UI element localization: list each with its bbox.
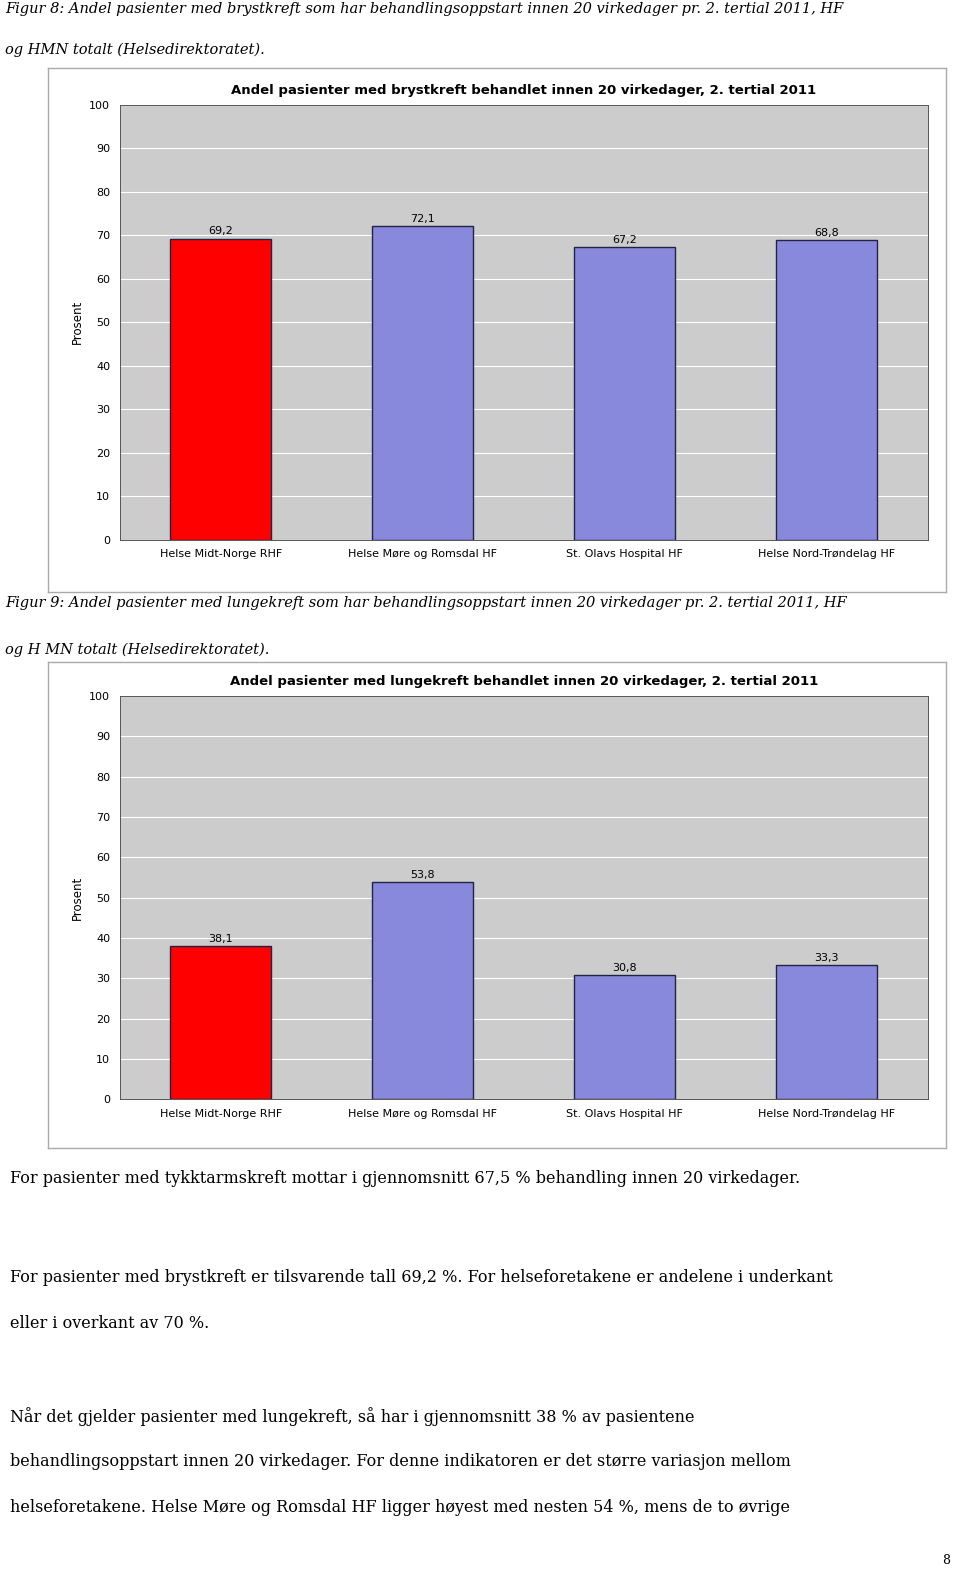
Y-axis label: Prosent: Prosent bbox=[70, 300, 84, 344]
Text: 30,8: 30,8 bbox=[612, 963, 637, 974]
Text: og HMN totalt (Helsedirektoratet).: og HMN totalt (Helsedirektoratet). bbox=[5, 42, 265, 57]
Bar bbox=[777, 966, 877, 1100]
Text: Figur 9: Andel pasienter med lungekreft som har behandlingsoppstart innen 20 vir: Figur 9: Andel pasienter med lungekreft … bbox=[5, 596, 847, 610]
Y-axis label: Prosent: Prosent bbox=[70, 876, 84, 920]
Text: 67,2: 67,2 bbox=[612, 234, 637, 245]
Text: 33,3: 33,3 bbox=[814, 953, 839, 963]
Text: og H MN totalt (Helsedirektoratet).: og H MN totalt (Helsedirektoratet). bbox=[5, 642, 269, 656]
Text: For pasienter med tykktarmskreft mottar i gjennomsnitt 67,5 % behandling innen 2: For pasienter med tykktarmskreft mottar … bbox=[10, 1170, 800, 1186]
Text: eller i overkant av 70 %.: eller i overkant av 70 %. bbox=[10, 1315, 209, 1332]
Text: 72,1: 72,1 bbox=[410, 214, 435, 223]
Bar bbox=[170, 945, 272, 1100]
Title: Andel pasienter med lungekreft behandlet innen 20 virkedager, 2. tertial 2011: Andel pasienter med lungekreft behandlet… bbox=[229, 675, 818, 687]
Bar bbox=[574, 247, 675, 540]
Text: behandlingsoppstart innen 20 virkedager. For denne indikatoren er det større var: behandlingsoppstart innen 20 virkedager.… bbox=[10, 1453, 790, 1471]
Text: helseforetakene. Helse Møre og Romsdal HF ligger høyest med nesten 54 %, mens de: helseforetakene. Helse Møre og Romsdal H… bbox=[10, 1499, 789, 1516]
Bar bbox=[574, 975, 675, 1100]
Bar bbox=[372, 882, 473, 1100]
Text: 68,8: 68,8 bbox=[814, 228, 839, 238]
Text: 38,1: 38,1 bbox=[208, 934, 233, 944]
Text: 8: 8 bbox=[943, 1554, 950, 1567]
Title: Andel pasienter med brystkreft behandlet innen 20 virkedager, 2. tertial 2011: Andel pasienter med brystkreft behandlet… bbox=[231, 83, 816, 96]
Text: 53,8: 53,8 bbox=[411, 870, 435, 881]
Text: Når det gjelder pasienter med lungekreft, så har i gjennomsnitt 38 % av pasiente: Når det gjelder pasienter med lungekreft… bbox=[10, 1408, 694, 1427]
Text: Figur 8: Andel pasienter med brystkreft som har behandlingsoppstart innen 20 vir: Figur 8: Andel pasienter med brystkreft … bbox=[5, 2, 843, 16]
Text: For pasienter med brystkreft er tilsvarende tall 69,2 %. For helseforetakene er : For pasienter med brystkreft er tilsvare… bbox=[10, 1269, 832, 1287]
Text: 69,2: 69,2 bbox=[208, 227, 233, 236]
Bar bbox=[170, 239, 272, 540]
Bar bbox=[372, 227, 473, 540]
Bar bbox=[777, 241, 877, 540]
